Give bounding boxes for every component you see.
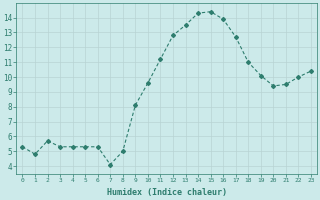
X-axis label: Humidex (Indice chaleur): Humidex (Indice chaleur) xyxy=(107,188,227,197)
